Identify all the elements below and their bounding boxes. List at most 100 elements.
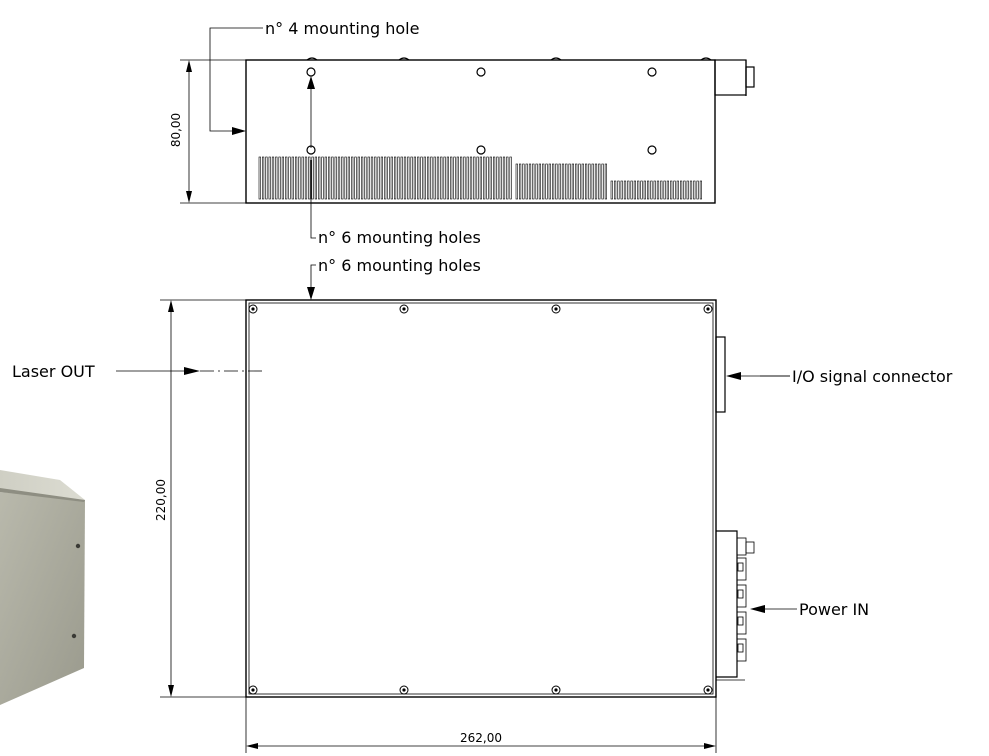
fin [492,156,496,200]
fin [331,156,334,200]
fin [613,180,617,200]
fin [548,163,551,200]
product-photo [0,470,85,705]
fin [360,156,364,200]
label-io-signal-connector: I/O signal connector [792,367,953,386]
fin [509,156,512,200]
fin [617,180,620,200]
fin [656,180,660,200]
screw-icon [248,304,258,314]
fin [334,156,337,200]
fin [423,156,426,200]
fin [676,180,679,200]
arrow-head [726,372,741,380]
fin [646,180,650,200]
screw-icon [703,685,713,695]
fin [318,156,321,200]
fin [640,180,643,200]
fin [476,156,479,200]
fin [288,156,291,200]
fin [311,156,314,200]
fin [630,180,633,200]
fin [689,180,693,200]
screw-icon [551,685,561,695]
fin [278,156,281,200]
fin [594,163,598,200]
fin [578,163,581,200]
arrow-head [184,367,200,375]
fin [433,156,436,200]
fin [496,156,499,200]
fin [440,156,443,200]
fin [393,156,397,200]
heatsink-fins [258,156,702,200]
arrow-head [307,287,315,300]
fin [686,180,689,200]
top-width-dimension: 262,00 [460,731,502,745]
fin [304,156,308,200]
fin [633,180,636,200]
screw-icon [399,685,409,695]
screw-icon [703,304,713,314]
fin [653,180,656,200]
fin [403,156,407,200]
fin [532,163,535,200]
fin [294,156,298,200]
fin [400,156,403,200]
fin [347,156,351,200]
fin [699,180,702,200]
fin [298,156,301,200]
fin [515,163,518,200]
fin [308,156,311,200]
fin [258,156,261,200]
mounting-screws [248,304,713,695]
fin [483,156,486,200]
io-connector [715,336,726,413]
fin [610,180,613,200]
fin [696,180,699,200]
fin [693,180,696,200]
fin [518,163,522,200]
fin [598,163,601,200]
fin [555,163,558,200]
fin [604,163,607,200]
fin [291,156,294,200]
fin [591,163,594,200]
fin [261,156,265,200]
fin [565,163,568,200]
fin [380,156,384,200]
label-mounting-holes-6-top: n° 6 mounting holes [318,256,481,275]
fin [660,180,663,200]
fin [285,156,288,200]
fin [357,156,360,200]
fin [436,156,440,200]
fin [499,156,502,200]
screw-icon [551,304,561,314]
fin [575,163,578,200]
fin [663,180,666,200]
fin [627,180,630,200]
fin [601,163,604,200]
fin [268,156,271,200]
fin [568,163,571,200]
fin [620,180,623,200]
fin [522,163,525,200]
fin [459,156,463,200]
fin [417,156,420,200]
fin [558,163,561,200]
fin [397,156,400,200]
side-view: 80,00 n° 4 mounting hole n° 6 mounting h… [169,19,755,247]
fin [390,156,393,200]
label-laser-out: Laser OUT [12,362,95,381]
fin [584,163,588,200]
fin [623,180,627,200]
fin [666,180,669,200]
fin [301,156,304,200]
fin [489,156,492,200]
label-power-in: Power IN [799,600,869,619]
fin [351,156,354,200]
fin [410,156,413,200]
fin [387,156,390,200]
fin [525,163,528,200]
fin [374,156,377,200]
